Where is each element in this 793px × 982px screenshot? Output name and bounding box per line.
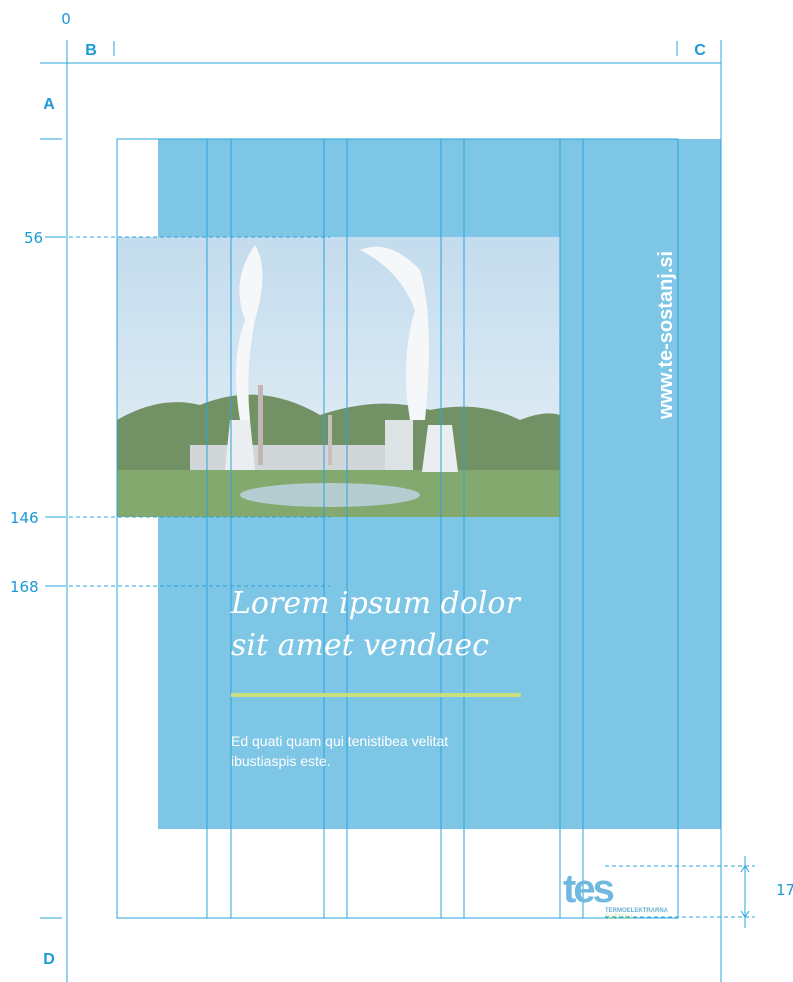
body-line: ibustiaspis este. [231, 753, 331, 769]
title-line: sit amet vendaec [231, 628, 489, 663]
logo-mark: tes [563, 867, 614, 911]
title-line: Lorem ipsum dolor [230, 586, 521, 621]
shape [360, 246, 429, 420]
shape [236, 245, 263, 420]
dimension-label: 17 [776, 881, 793, 899]
accent-rule [231, 693, 521, 697]
logo-name: TERMOELEKTRARNA [605, 908, 669, 914]
photo [117, 237, 560, 517]
shape [225, 420, 255, 470]
row-label: A [43, 96, 55, 113]
column-grid [206, 139, 584, 918]
guide-label: 168 [10, 578, 39, 596]
shape [117, 237, 560, 517]
logo-place: ŠOŠTANJ [605, 914, 632, 921]
shape [422, 425, 458, 472]
guide-label: 56 [24, 229, 43, 247]
guide-label: 146 [10, 509, 39, 527]
dimension-arrows [740, 865, 750, 918]
shape [385, 420, 413, 470]
margin-frame [116, 138, 679, 919]
shape [240, 483, 420, 507]
shape [258, 385, 263, 465]
origin-label: 0 [61, 10, 71, 28]
column-label: C [694, 42, 706, 59]
url: www.te-sostanj.si [655, 251, 677, 420]
shape [190, 445, 390, 470]
column-label: B [85, 42, 97, 59]
body-line: Ed quati quam qui tenistibea velitat [231, 733, 448, 749]
row-label: D [43, 951, 55, 968]
shape [328, 415, 332, 465]
